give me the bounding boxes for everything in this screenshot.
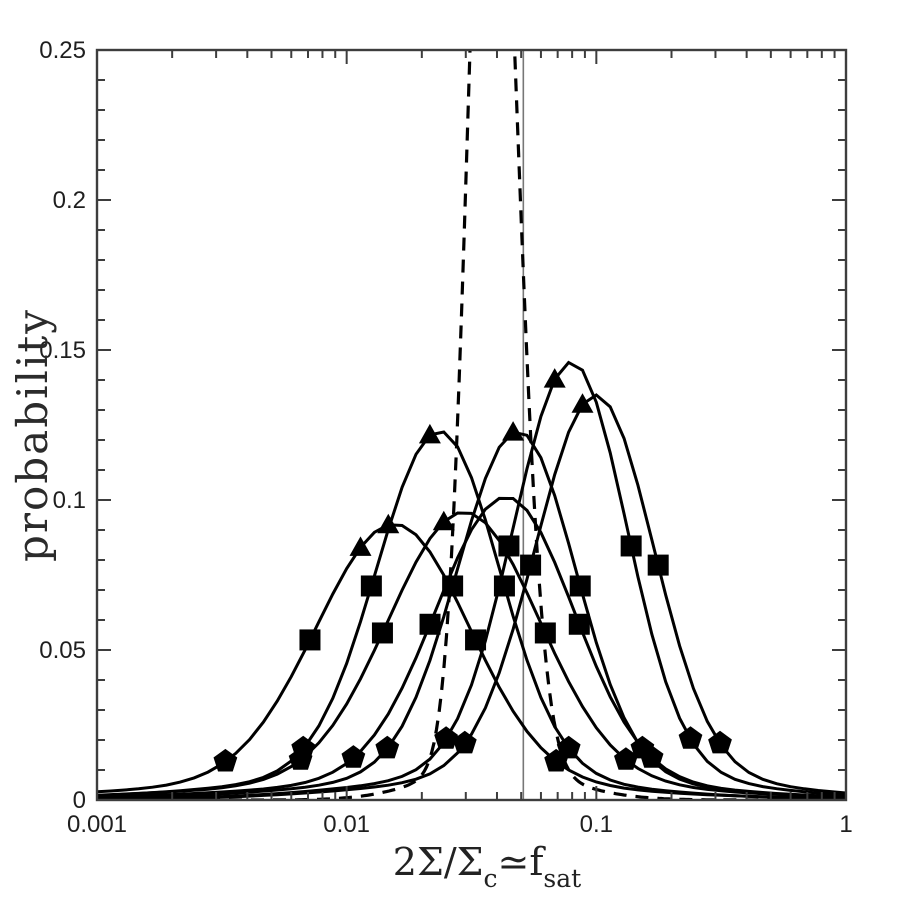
distribution-curve-5 [97, 430, 846, 800]
square-marker [568, 613, 590, 635]
square-marker [520, 554, 542, 576]
x-tick-label: 1 [839, 811, 852, 838]
distribution-curve-3 [97, 511, 846, 799]
distribution-curve-1 [97, 523, 846, 800]
triangle-marker [502, 421, 525, 441]
pentagon-marker [452, 730, 477, 754]
square-marker [493, 575, 515, 597]
pentagon-marker [288, 747, 313, 770]
square-marker [419, 613, 441, 635]
y-axis-title: probability [8, 308, 57, 562]
y-tick-label: 0.25 [39, 37, 86, 64]
triangle-marker [349, 536, 372, 556]
x-axis-title-subscript: sat [543, 864, 582, 893]
pentagon-marker [630, 735, 655, 759]
ticks-group [96, 49, 847, 801]
triangle-marker [377, 513, 400, 534]
pentagon-marker [614, 747, 638, 770]
pentagon-marker [434, 726, 458, 749]
square-marker [534, 622, 556, 644]
triangle-marker [432, 510, 455, 531]
y-tick-label: 0.15 [39, 337, 86, 364]
pentagon-marker [213, 748, 238, 772]
tick-labels-group: 0.001 0.01 0.1 1 0 0.05 0.1 0.15 0.2 0.25 [39, 37, 852, 838]
square-marker [498, 535, 520, 557]
square-marker [299, 629, 321, 651]
x-tick-label: 0.01 [323, 811, 370, 838]
square-marker [360, 575, 382, 597]
pentagon-marker [678, 726, 703, 749]
square-marker [442, 575, 464, 597]
curves-group [97, 50, 846, 800]
pentagon-marker [708, 730, 732, 754]
x-axis-title-text: ≃f [497, 840, 544, 884]
x-axis-title-text: 2Σ/Σ [392, 840, 484, 884]
pentagon-marker [341, 745, 366, 768]
y-tick-label: 0.1 [53, 487, 86, 514]
x-tick-label: 0.001 [67, 811, 127, 838]
triangle-marker [543, 368, 566, 388]
square-marker [371, 622, 393, 644]
y-tick-label: 0.2 [53, 187, 86, 214]
square-marker [569, 575, 591, 597]
square-marker [647, 554, 669, 576]
square-marker [465, 629, 487, 651]
triangle-marker [418, 423, 441, 444]
y-tick-label: 0 [73, 787, 86, 814]
x-axis-title: 2Σ/Σc≃fsat [392, 840, 581, 893]
x-tick-label: 0.1 [580, 811, 613, 838]
pentagon-marker [375, 735, 400, 759]
x-axis-title-subscript: c [483, 864, 498, 893]
plot-frame [95, 48, 848, 802]
triangle-marker [571, 393, 594, 413]
markers-group [213, 368, 732, 772]
square-marker [620, 535, 642, 557]
pentagon-marker [556, 735, 581, 759]
y-tick-label: 0.05 [39, 637, 86, 664]
